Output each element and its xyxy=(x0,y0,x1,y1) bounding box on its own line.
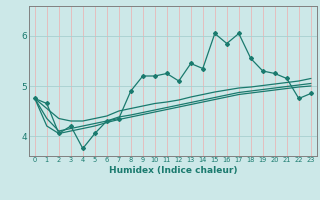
X-axis label: Humidex (Indice chaleur): Humidex (Indice chaleur) xyxy=(108,166,237,175)
